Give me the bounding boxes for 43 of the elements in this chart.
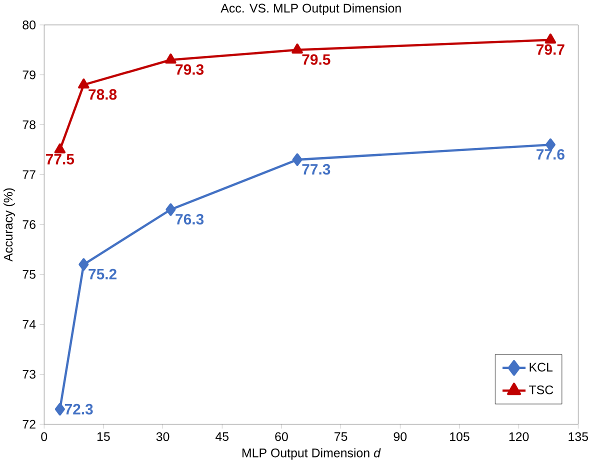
- legend-label: TSC: [529, 385, 554, 394]
- point: [54, 143, 66, 154]
- x-axis-title: MLP Output Dimension d: [242, 448, 381, 460]
- x-tick-label: 105: [450, 432, 470, 441]
- y-tick-label: 73: [22, 370, 36, 379]
- data-label: 76.3: [176, 214, 204, 224]
- data-label: 79.5: [302, 54, 330, 65]
- point: [78, 258, 89, 271]
- point: [292, 153, 302, 166]
- legend-label: KCL: [530, 362, 553, 372]
- y-tick-label: 72: [22, 420, 36, 428]
- point: [292, 43, 303, 54]
- y-tick-label: 74: [22, 320, 36, 329]
- x-tick-label: 15: [97, 432, 110, 441]
- y-tick-label: 80: [22, 20, 36, 30]
- x-tick-label: 45: [216, 432, 229, 441]
- data-label: 72.3: [64, 404, 93, 414]
- x-tick-label: 75: [334, 432, 348, 441]
- data-label: 75.2: [88, 268, 116, 280]
- point: [165, 53, 176, 64]
- point: [544, 33, 556, 44]
- y-tick-label: 75: [22, 270, 36, 279]
- data-label: 77.3: [302, 164, 330, 174]
- point: [78, 78, 90, 88]
- x-tick-label: 0: [41, 432, 48, 441]
- y-axis-title: Accuracy (%): [3, 188, 16, 262]
- y-tick-label: 77: [22, 170, 36, 179]
- x-tick-label: 120: [509, 432, 529, 441]
- y-tick-label: 78: [22, 120, 36, 130]
- point: [166, 203, 176, 216]
- point: [54, 402, 65, 416]
- x-tick-label: 30: [156, 432, 170, 441]
- y-tick-label: 79: [22, 70, 36, 80]
- x-tick-label: 60: [275, 432, 288, 441]
- data-label: 79.7: [536, 44, 564, 55]
- y-tick-label: 76: [22, 220, 36, 229]
- x-tick-label: 135: [568, 432, 588, 441]
- data-label: 78.8: [88, 89, 117, 100]
- chart-title: Acc. VS. MLP Output Dimension: [220, 3, 401, 15]
- data-label: 77.5: [46, 154, 74, 164]
- data-label: 79.3: [176, 64, 204, 75]
- data-label: 77.6: [536, 148, 564, 160]
- x-tick-label: 90: [394, 432, 407, 441]
